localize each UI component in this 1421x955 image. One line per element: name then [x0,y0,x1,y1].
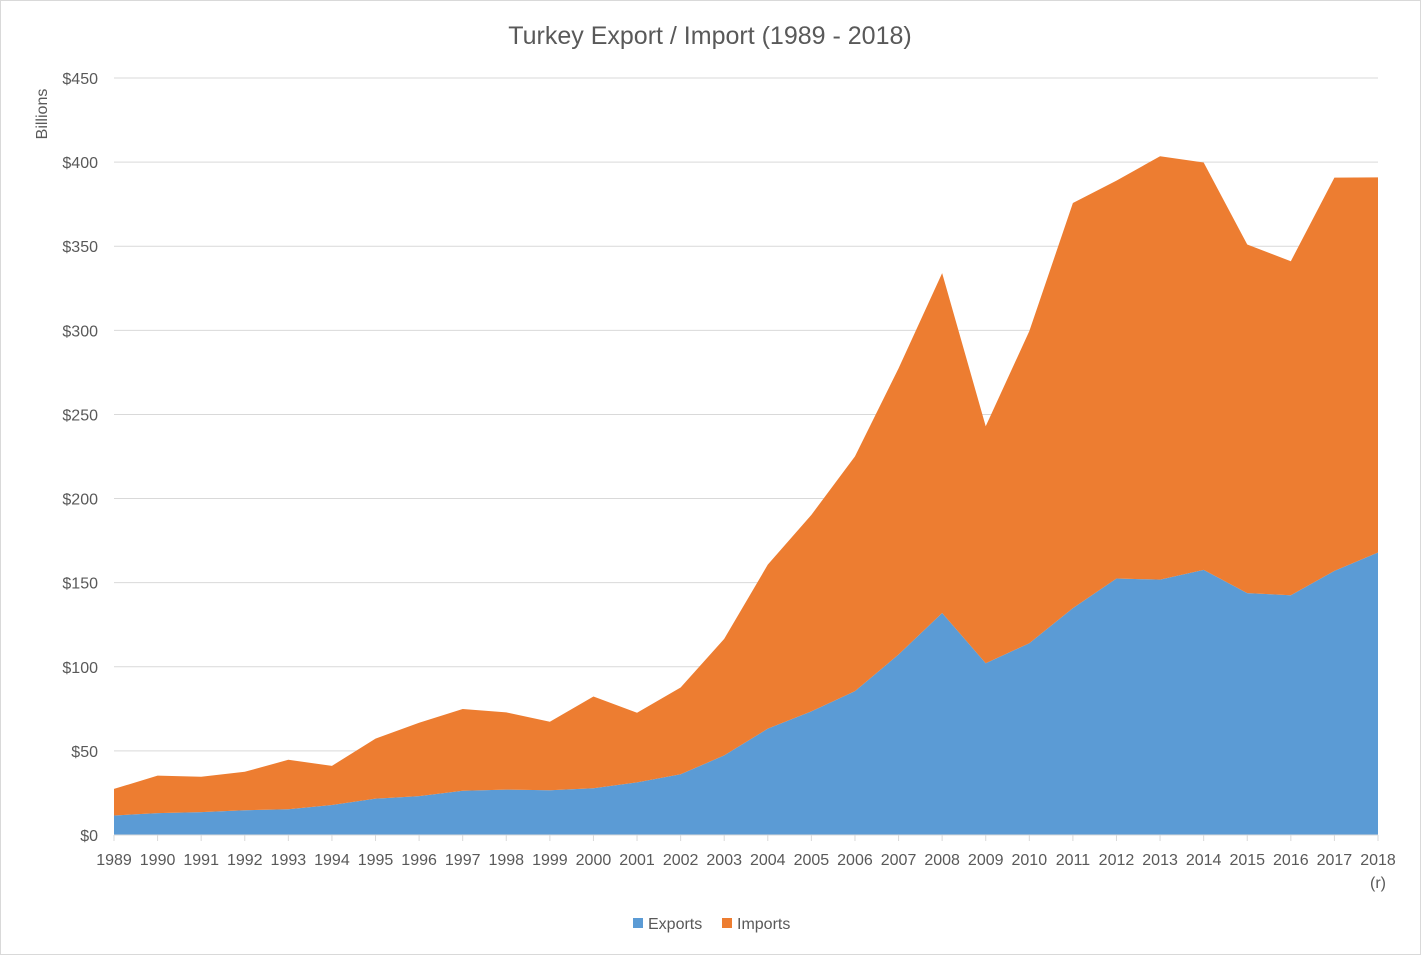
y-tick-label: $300 [62,323,98,340]
x-tick-label: 1994 [314,852,350,869]
x-tick-label: 1992 [227,852,263,869]
y-axis-ticks: $0 $50 $100 $150 $200 $250 $300 $350 $400 $450 [62,71,98,845]
legend-label-exports: Exports [648,916,702,933]
x-tick-label: 2011 [1056,852,1091,869]
x-tick-label: 2015 [1229,852,1265,869]
x-tick-label: 1989 [96,852,132,869]
y-tick-label: $0 [80,828,98,845]
x-axis-ticks: 1989 1990 1991 1992 1993 1994 1995 1996 1997 1998… [96,852,1396,892]
x-tick-label: 2012 [1099,852,1135,869]
x-tick-label: 2001 [619,852,655,869]
x-tick-label: 2014 [1186,852,1222,869]
y-tick-label: $200 [62,492,98,509]
plot-areas [114,156,1378,835]
x-tick-label: 2003 [706,852,742,869]
x-tick-label: 2008 [924,852,960,869]
y-tick-label: $250 [62,407,98,424]
y-axis-label: Billions [34,89,51,140]
x-tick-label: 1996 [401,852,437,869]
x-tick-label: 1995 [358,852,394,869]
x-axis [113,834,1379,841]
area-exports [114,552,1378,835]
x-tick-label: 2009 [968,852,1004,869]
y-tick-label: $400 [62,155,98,172]
x-tick-label: 1993 [271,852,307,869]
x-tick-label: 2017 [1317,852,1353,869]
y-tick-label: $450 [62,71,98,88]
x-tick-label: 2000 [576,852,612,869]
x-tick-label: 1990 [140,852,176,869]
x-tick-label: 1998 [488,852,524,869]
x-tick-label: 2016 [1273,852,1309,869]
x-tick-label: 1991 [183,852,219,869]
legend: Exports Imports [633,916,790,933]
y-tick-label: $100 [62,660,98,677]
x-tick-label: 2005 [794,852,830,869]
legend-swatch-imports [722,918,732,928]
x-tick-label: 2004 [750,852,786,869]
legend-swatch-exports [633,918,643,928]
y-tick-label: $50 [71,744,98,761]
x-tick-label: 2010 [1012,852,1048,869]
y-tick-label: $350 [62,239,98,256]
x-tick-sublabel: (r) [1370,875,1386,892]
x-tick-label: 2002 [663,852,699,869]
legend-label-imports: Imports [737,916,790,933]
x-tick-label: 2007 [881,852,917,869]
x-tick-label: 1997 [445,852,481,869]
y-tick-label: $150 [62,576,98,593]
x-tick-label: 2006 [837,852,873,869]
x-tick-label: 1999 [532,852,568,869]
area-imports [114,156,1378,816]
x-tick-label: 2018 [1360,852,1396,869]
chart-title: Turkey Export / Import (1989 - 2018) [508,22,911,50]
x-tick-label: 2013 [1142,852,1178,869]
